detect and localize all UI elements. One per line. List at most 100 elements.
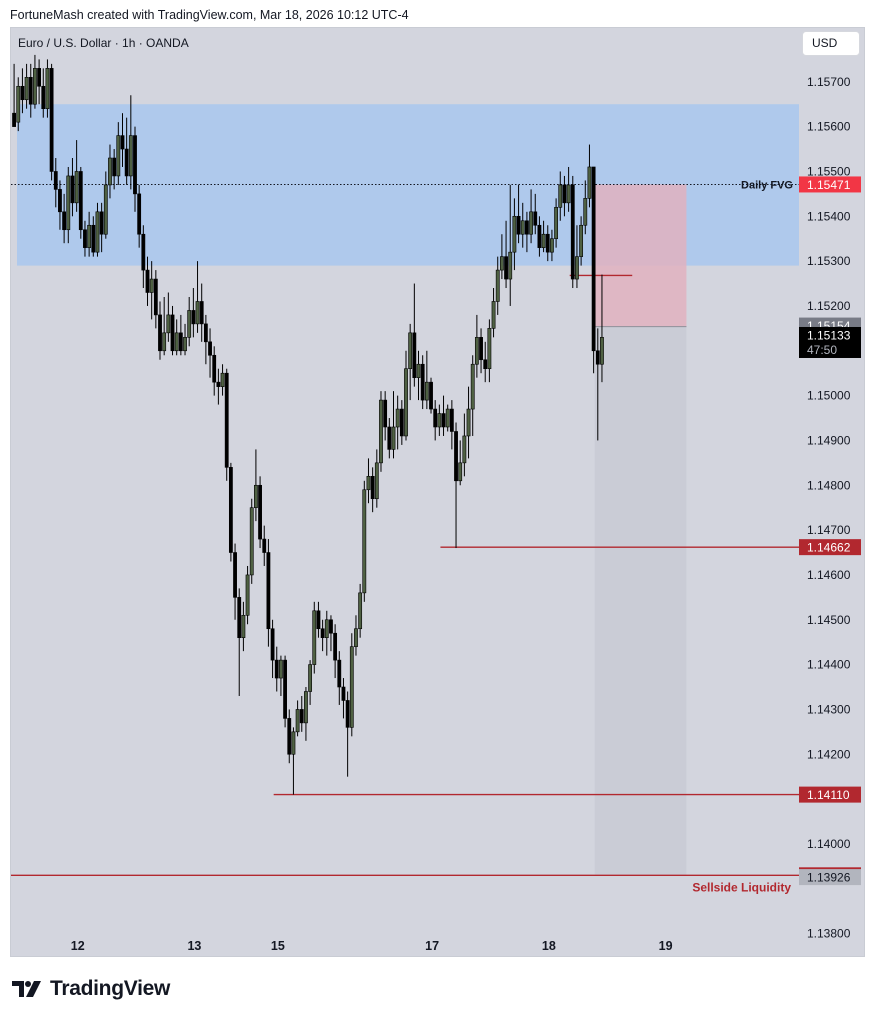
candle-up [408,332,413,370]
candle-down [199,301,204,325]
candle-down [99,211,104,235]
candle-up [374,462,379,500]
candle-up [354,628,358,647]
candle-up [33,68,37,105]
current-price-tag: 1.15133 [807,328,851,342]
candle-down [516,215,521,235]
candle-down [216,381,221,387]
candle-up [108,157,112,186]
candle-down [533,211,538,226]
candle-up [366,476,371,491]
candle-down [483,359,488,370]
candle-down [178,332,183,352]
candle-up [358,592,363,630]
candle-up [499,256,504,271]
candle-up [349,646,354,728]
candle-down [433,408,438,428]
candle-up [87,224,92,248]
y-tick-label: 1.15300 [807,254,851,268]
level-tag-bg [799,539,861,556]
candle-down [37,68,42,87]
candle-up [600,337,604,365]
candle-up [245,574,250,616]
candle-down [158,314,162,352]
candle-up [558,184,563,208]
candle-up [391,426,396,450]
candle-up [312,610,317,665]
candle-down [62,211,67,231]
candle-up [241,614,246,639]
price-chart[interactable]: Daily FVG Sellside Liquidity 1.15700 1.156… [11,28,864,956]
y-tick-label: 1.15500 [807,164,851,178]
candle-up [487,328,492,370]
candle-down [399,408,404,437]
candle-down [237,597,242,639]
x-tick-label: 18 [542,939,556,953]
currency-button[interactable]: USD [802,31,860,56]
level-tag-bg [799,176,861,193]
candle-down [228,467,233,553]
candle-up [554,207,558,240]
candle-down [283,659,287,719]
x-tick-label: 17 [425,939,439,953]
candle-down [20,85,25,101]
candle-down [262,538,267,553]
low-price-tag: 1.13926 [807,871,851,885]
candle-down [570,184,575,280]
y-tick-label: 1.15000 [807,389,851,403]
y-tick-label: 1.13800 [807,927,851,941]
x-tick-label: 19 [659,939,673,953]
candle-down [449,408,454,432]
candle-down [525,220,529,235]
x-tick-label: 13 [187,939,201,953]
candle-down [12,112,16,127]
tradingview-logo-text: TradingView [50,977,171,1000]
chart-frame[interactable]: Daily FVG Sellside Liquidity 1.15700 1.156… [10,27,865,957]
tradingview-logo[interactable]: TradingView [12,977,170,1001]
candle-down [78,171,83,231]
candle-up [95,211,100,253]
candle-up [16,85,21,123]
candle-up [395,408,400,428]
candle-up [249,507,254,576]
candle-down [266,552,271,630]
candle-down [170,314,175,352]
candle-down [233,552,237,598]
low-price-tag-bg [799,869,861,886]
x-tick-label: 15 [271,939,285,953]
candle-up [24,77,29,101]
position-risk-zone [594,184,687,327]
tradingview-logo-icon [12,981,41,997]
candle-up [304,691,308,724]
candle-up [424,381,429,401]
candle-down [545,233,550,253]
candle-up [458,462,463,482]
candle-down [120,135,125,150]
candle-up [128,135,133,177]
candle-down [153,278,158,316]
candle-down [337,659,342,688]
y-tick-label: 1.14600 [807,568,851,582]
y-tick-label: 1.15600 [807,120,851,134]
candle-up [470,363,475,410]
y-tick-label: 1.14300 [807,702,851,716]
candle-up [416,363,421,378]
candle-down [299,709,304,724]
level-tag-bg [799,786,861,803]
candle-down [112,157,117,177]
y-tick-label: 1.14200 [807,747,851,761]
candle-up [187,310,192,338]
candle-down [420,363,425,401]
candle-down [258,484,262,540]
y-tick-label: 1.14800 [807,478,851,492]
candle-down [441,413,446,428]
candle-down [141,233,146,271]
candle-up [116,135,121,177]
candle-down [287,718,292,755]
candle-up [566,184,571,204]
y-tick-label: 1.14900 [807,433,851,447]
candle-down [537,224,542,248]
candle-down [83,229,87,248]
candle-up [512,215,517,253]
candle-up [324,619,329,639]
